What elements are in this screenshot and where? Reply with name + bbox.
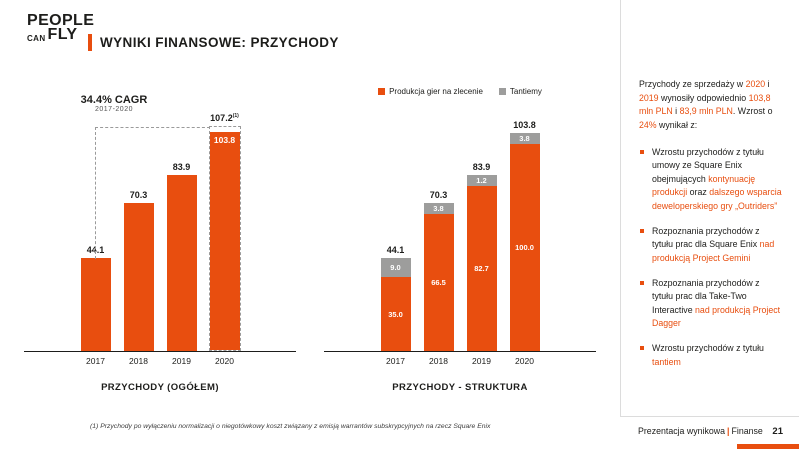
royalties-segment: 9.0 xyxy=(380,258,411,278)
footer-section: Finanse xyxy=(731,426,763,436)
total-value-label: 44.1 xyxy=(386,245,405,256)
footer-separator: | xyxy=(727,426,730,436)
royalties-segment: 3.8 xyxy=(423,203,454,215)
logo-word-fly: FLY xyxy=(47,26,78,44)
corner-accent-bar xyxy=(737,444,799,449)
footnote: (1) Przychody po wyłączeniu normalizacji… xyxy=(90,423,491,430)
category-label: 2018 xyxy=(129,356,148,366)
production-segment: 100.0 xyxy=(509,144,540,351)
categories-structure: 2017 2018 2019 2020 xyxy=(324,356,596,366)
revenue-bar xyxy=(123,203,154,351)
bar-column: 83.9 xyxy=(166,161,197,351)
category-label: 2017 xyxy=(386,356,405,366)
chart-structure-title: PRZYCHODY - STRUKTURA xyxy=(392,382,528,393)
production-segment: 35.0 xyxy=(380,277,411,351)
total-value-label: 70.3 xyxy=(429,190,448,201)
chart-revenue-structure: Produkcja gier na zlecenie Tantiemy 44.1… xyxy=(324,80,596,393)
category-label: 2017 xyxy=(86,356,105,366)
slide-title: WYNIKI FINANSOWE: PRZYCHODY xyxy=(100,35,339,50)
cagr-connector-horizontal xyxy=(95,127,210,128)
charts-row: 34.4% CAGR 2017-2020 44.1 70.3 83.9 107.2(1… xyxy=(24,80,596,393)
legend-item-royalties: Tantiemy xyxy=(498,86,542,96)
legend-item-production: Produkcja gier na zlecenie xyxy=(378,87,483,96)
chart-total-title: PRZYCHODY (OGÓŁEM) xyxy=(101,382,219,393)
footer-caption: Prezentacja wynikowa | Finanse xyxy=(638,426,763,436)
category-label: 2018 xyxy=(429,356,448,366)
cagr-connector-vertical xyxy=(95,127,96,259)
commentary-sidebar: Przychody ze sprzedaży w 2020 i 2019 wyn… xyxy=(620,0,799,417)
bar-value-label-inside: 103.8 xyxy=(213,135,236,146)
logo-line-2: CAN FLY xyxy=(27,26,94,44)
bar-column: 70.3 xyxy=(123,190,154,351)
footnote-marker: (1) xyxy=(232,112,239,119)
bar-column: 107.2(1) 103.8 xyxy=(208,112,241,351)
bullet-item: Wzrostu przychodów z tytułu umowy ze Squ… xyxy=(639,146,783,214)
revenue-bar: 103.8 xyxy=(209,132,240,350)
bullet-item: Wzrostu przychodów z tytułu tantiem xyxy=(639,342,783,369)
sidebar-intro: Przychody ze sprzedaży w 2020 i 2019 wyn… xyxy=(639,79,773,130)
cagr-annotation: 34.4% CAGR 2017-2020 xyxy=(54,94,174,113)
revenue-bar xyxy=(80,258,111,351)
category-label: 2019 xyxy=(472,356,491,366)
total-value-label: 83.9 xyxy=(472,161,491,172)
logo-word-can: CAN xyxy=(27,33,46,43)
footer-label: Prezentacja wynikowa xyxy=(638,426,726,436)
legend-swatch-production xyxy=(378,87,386,95)
bar-value-label: 83.9 xyxy=(172,161,191,172)
title-accent-bar xyxy=(88,34,92,51)
legend-label-production: Produkcja gier na zlecenie xyxy=(389,86,483,96)
normalized-bar-outline: 103.8 xyxy=(208,125,241,351)
cagr-value: 34.4% CAGR xyxy=(80,94,148,106)
footer-divider xyxy=(620,416,799,417)
legend-swatch-royalties xyxy=(498,87,506,95)
cagr-period: 2017-2020 xyxy=(95,106,133,113)
bar-value-label: 70.3 xyxy=(129,190,148,201)
chart-legend: Produkcja gier na zlecenie Tantiemy xyxy=(324,80,596,102)
page-number: 21 xyxy=(772,426,783,437)
bar-column: 44.1 xyxy=(80,245,111,351)
plot-structure: 44.1 9.0 35.0 70.3 3.8 66.5 83.9 1.2 82.7 103.8 3.… xyxy=(324,102,596,352)
legend-label-royalties: Tantiemy xyxy=(509,86,542,96)
sidebar-bullets: Wzrostu przychodów z tytułu umowy ze Squ… xyxy=(639,146,783,370)
royalties-segment: 3.8 xyxy=(509,133,540,145)
production-segment: 82.7 xyxy=(466,185,497,351)
categories-total-revenue: 2017 2018 2019 2020 xyxy=(24,356,296,366)
logo-word-people: PEOPLE xyxy=(27,12,95,29)
royalties-segment: 1.2 xyxy=(466,174,497,186)
total-value-label: 103.8 xyxy=(513,120,536,131)
category-label: 2019 xyxy=(172,356,191,366)
chart-total-revenue: 34.4% CAGR 2017-2020 44.1 70.3 83.9 107.2(1… xyxy=(24,80,296,393)
revenue-bar xyxy=(166,174,197,351)
bullet-item: Rozpoznania przychodów z tytułu prac dla… xyxy=(639,225,783,266)
bullet-item: Rozpoznania przychodów z tytułu prac dla… xyxy=(639,277,783,332)
company-logo: PEOPLE CAN FLY xyxy=(27,12,95,44)
stacked-bar-column: 44.1 9.0 35.0 xyxy=(380,245,411,351)
stacked-bar-column: 70.3 3.8 66.5 xyxy=(423,190,454,351)
category-label: 2020 xyxy=(515,356,534,366)
bar-value-label: 107.2(1) xyxy=(210,112,239,123)
plot-total-revenue: 44.1 70.3 83.9 107.2(1) 103.8 xyxy=(24,102,296,352)
title-block: WYNIKI FINANSOWE: PRZYCHODY xyxy=(88,34,339,51)
category-label: 2020 xyxy=(215,356,234,366)
stacked-bar-column: 103.8 3.8 100.0 xyxy=(509,120,540,351)
production-segment: 66.5 xyxy=(423,214,454,351)
stacked-bar-column: 83.9 1.2 82.7 xyxy=(466,161,497,351)
